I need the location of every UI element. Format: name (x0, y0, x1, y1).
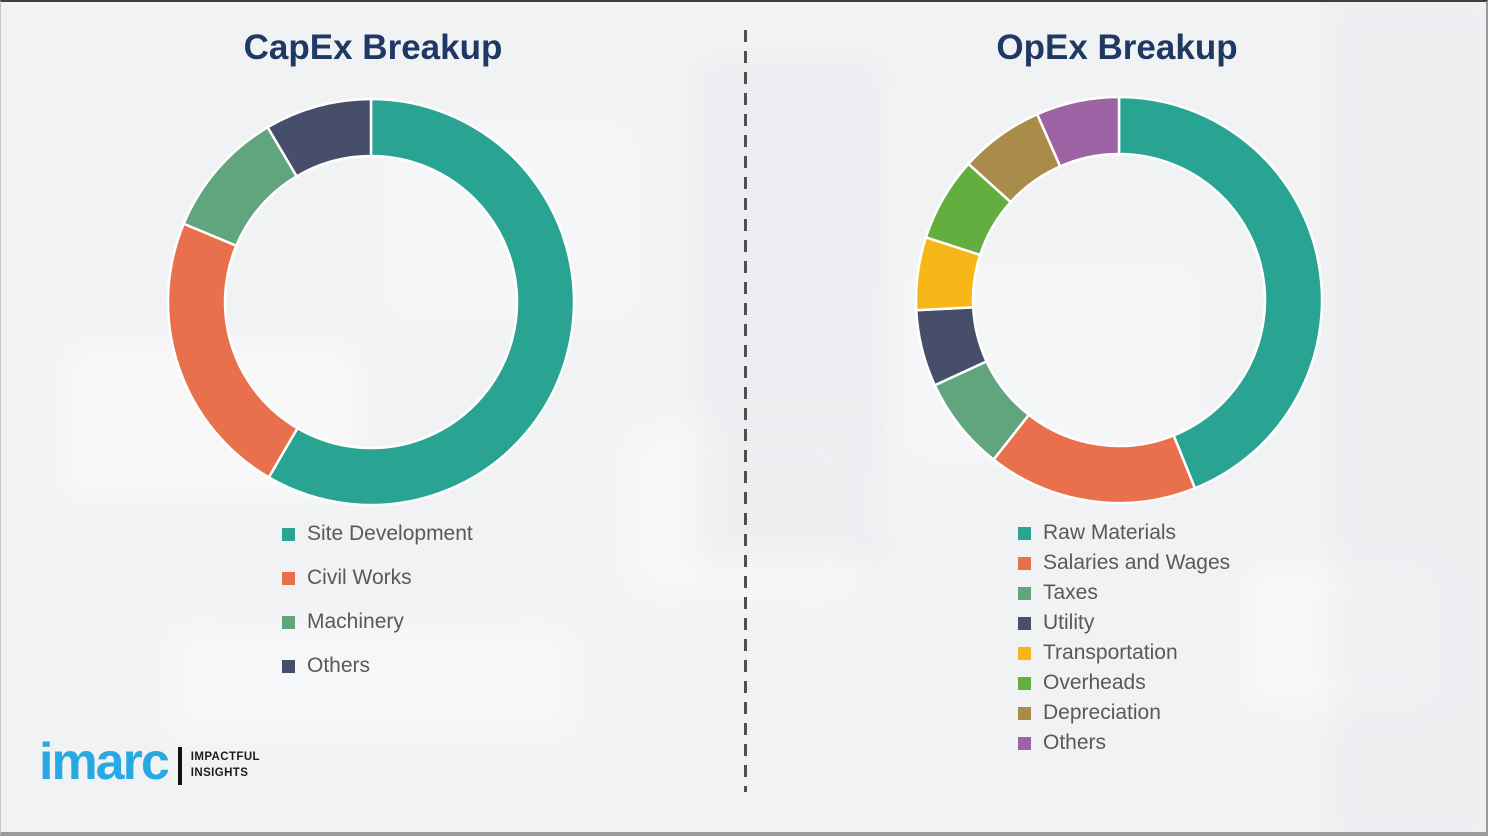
capex-legend: Site Development Civil Works Machinery Othe… (282, 512, 473, 688)
donut-segment-others (265, 97, 373, 179)
legend-item-machinery: Machinery (282, 600, 473, 644)
legend-label: Transportation (1043, 641, 1178, 664)
background-patch (701, 62, 881, 562)
legend-swatch (282, 527, 295, 541)
legend-swatch (1018, 706, 1031, 720)
legend-item-civil-works: Civil Works (282, 556, 473, 600)
logo-brand-text: imarc (39, 733, 170, 791)
logo-separator-bar (177, 746, 182, 785)
legend-swatch (1018, 676, 1031, 690)
legend-swatch (1018, 526, 1031, 540)
donut-segment-civil-works (166, 222, 300, 480)
background-patch (1241, 562, 1441, 712)
legend-swatch (1018, 556, 1031, 570)
legend-label: Taxes (1043, 581, 1098, 604)
legend-swatch (1018, 616, 1031, 630)
legend-swatch (282, 659, 295, 673)
legend-swatch (282, 571, 295, 585)
legend-item-depreciation: Depreciation (1018, 698, 1230, 728)
legend-item-raw-materials: Raw Materials (1018, 518, 1230, 548)
legend-label: Raw Materials (1043, 521, 1177, 544)
logo-tagline-line2: INSIGHTS (190, 766, 249, 779)
donut-segment-site-development (267, 97, 576, 507)
legend-swatch (1018, 646, 1031, 660)
legend-label: Salaries and Wages (1043, 551, 1231, 574)
legend-item-salaries-and-wages: Salaries and Wages (1018, 548, 1230, 578)
legend-item-others: Others (1018, 728, 1230, 758)
opex-legend: Raw Materials Salaries and Wages Taxes Util… (1018, 518, 1230, 758)
donut-segment-others (1035, 95, 1121, 169)
legend-item-others: Others (282, 644, 473, 688)
legend-swatch (1018, 586, 1031, 600)
legend-item-transportation: Transportation (1018, 638, 1230, 668)
legend-label: Utility (1043, 611, 1095, 634)
legend-item-overheads: Overheads (1018, 668, 1230, 698)
donut-segment-salaries-and-wages (991, 413, 1197, 505)
opex-chart-title: OpEx Breakup (996, 28, 1238, 67)
legend-label: Depreciation (1043, 701, 1161, 724)
legend-item-taxes: Taxes (1018, 578, 1230, 608)
capex-donut-chart (166, 97, 576, 507)
capex-breakup-donut-svg (166, 97, 576, 507)
legend-item-utility: Utility (1018, 608, 1230, 638)
legend-label: Site Development (307, 522, 473, 545)
opex-donut-chart (914, 95, 1324, 505)
background-patch (1331, 2, 1486, 832)
legend-label: Machinery (307, 610, 404, 633)
legend-label: Others (1043, 731, 1107, 754)
legend-swatch (282, 615, 295, 629)
legend-label: Overheads (1043, 671, 1146, 694)
opex-breakup-donut-svg (914, 95, 1324, 505)
legend-label: Others (307, 654, 371, 677)
capex-chart-title: CapEx Breakup (243, 28, 503, 67)
legend-swatch (1018, 736, 1031, 750)
divider-dashed-line (744, 30, 747, 792)
logo-tagline: IMPACTFUL INSIGHTS (191, 750, 260, 781)
imarc-logo: imarc IMPACTFUL INSIGHTS (39, 733, 260, 791)
legend-label: Civil Works (307, 566, 412, 589)
legend-item-site-development: Site Development (282, 512, 473, 556)
background-patch (621, 422, 861, 602)
donut-segment-raw-materials (1117, 95, 1324, 490)
logo-tagline-line1: IMPACTFUL (190, 751, 260, 764)
